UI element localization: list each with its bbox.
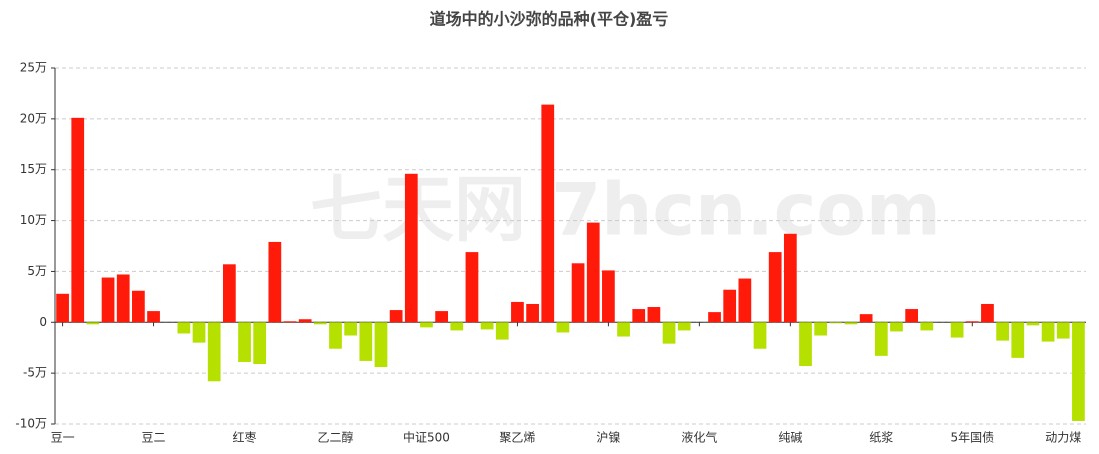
bar <box>192 322 206 343</box>
bar <box>147 311 160 323</box>
bar <box>359 322 373 361</box>
bar <box>541 104 555 323</box>
bar <box>329 322 342 349</box>
bar <box>101 277 115 323</box>
x-tick-label: 豆二 <box>142 431 166 445</box>
bar <box>480 322 494 330</box>
y-tick-label: 25万 <box>20 61 47 75</box>
bar <box>56 293 69 323</box>
bar <box>738 278 752 323</box>
bar <box>814 322 828 336</box>
bar <box>526 303 539 323</box>
bar <box>950 322 964 338</box>
bar <box>753 322 767 349</box>
bar <box>905 309 919 323</box>
bar <box>617 322 630 337</box>
y-tick-label: 10万 <box>20 213 47 227</box>
bar <box>1011 322 1025 358</box>
bar <box>1026 322 1040 326</box>
bar <box>890 322 903 332</box>
bar <box>177 322 191 334</box>
bar <box>602 270 615 323</box>
bar <box>495 322 509 340</box>
bar <box>222 264 236 323</box>
chart-title: 道场中的小沙弥的品种(平仓)盈亏 <box>430 10 669 29</box>
bar <box>662 322 676 344</box>
bar <box>571 263 585 323</box>
x-tick-label: 中证500 <box>403 430 450 445</box>
bar <box>874 322 888 356</box>
y-tick-label: 5万 <box>27 264 47 278</box>
bar <box>829 322 843 324</box>
bar <box>71 117 85 323</box>
x-tick-label: 纸浆 <box>869 430 893 445</box>
x-tick-label: 豆一 <box>51 431 75 445</box>
watermark: 七天网 7hcn.com <box>310 168 941 252</box>
bar <box>253 322 267 364</box>
y-tick-label: 20万 <box>20 111 47 125</box>
bar <box>283 321 297 323</box>
y-tick-label: -5万 <box>23 366 47 380</box>
bar <box>1072 322 1085 421</box>
y-tick-label: -10万 <box>15 417 47 431</box>
bar <box>298 319 312 323</box>
bar <box>116 274 130 323</box>
bar <box>268 241 282 323</box>
bar <box>313 322 327 325</box>
bar <box>465 252 479 323</box>
bar <box>783 233 797 323</box>
bar <box>374 322 388 368</box>
x-tick-label: 乙二醇 <box>317 430 353 445</box>
x-tick-label: 聚乙烯 <box>499 431 535 445</box>
bar <box>450 322 464 331</box>
y-tick-label: 15万 <box>20 162 47 176</box>
bar <box>768 252 782 323</box>
bar <box>435 311 448 323</box>
bar <box>844 322 858 325</box>
bar <box>981 303 994 323</box>
y-tick-label: 0 <box>39 315 47 329</box>
bar <box>404 173 418 323</box>
bar <box>420 322 433 328</box>
bar <box>1056 322 1070 339</box>
x-tick-label: 红枣 <box>233 430 257 445</box>
x-tick-label: 纯碱 <box>778 431 802 445</box>
bar <box>556 322 570 333</box>
bar <box>586 222 600 323</box>
x-tick-label: 动力煤 <box>1045 431 1081 445</box>
bar <box>344 322 358 336</box>
bar <box>1041 322 1055 342</box>
bar <box>238 322 251 362</box>
bar <box>859 314 873 323</box>
bar <box>132 290 145 323</box>
bar <box>677 322 691 331</box>
bar <box>723 289 737 323</box>
bar <box>996 322 1009 341</box>
bar <box>511 301 524 323</box>
bar <box>647 307 661 323</box>
bar <box>389 310 403 323</box>
x-tick-label: 5年国债 <box>950 431 994 445</box>
bar <box>965 321 979 323</box>
bar <box>708 312 721 323</box>
bar <box>632 309 646 323</box>
bar <box>207 322 221 382</box>
bar <box>86 322 100 325</box>
x-tick-label: 沪镍 <box>596 431 620 445</box>
bar <box>799 322 812 367</box>
x-tick-label: 液化气 <box>681 430 717 445</box>
bar <box>920 322 934 331</box>
